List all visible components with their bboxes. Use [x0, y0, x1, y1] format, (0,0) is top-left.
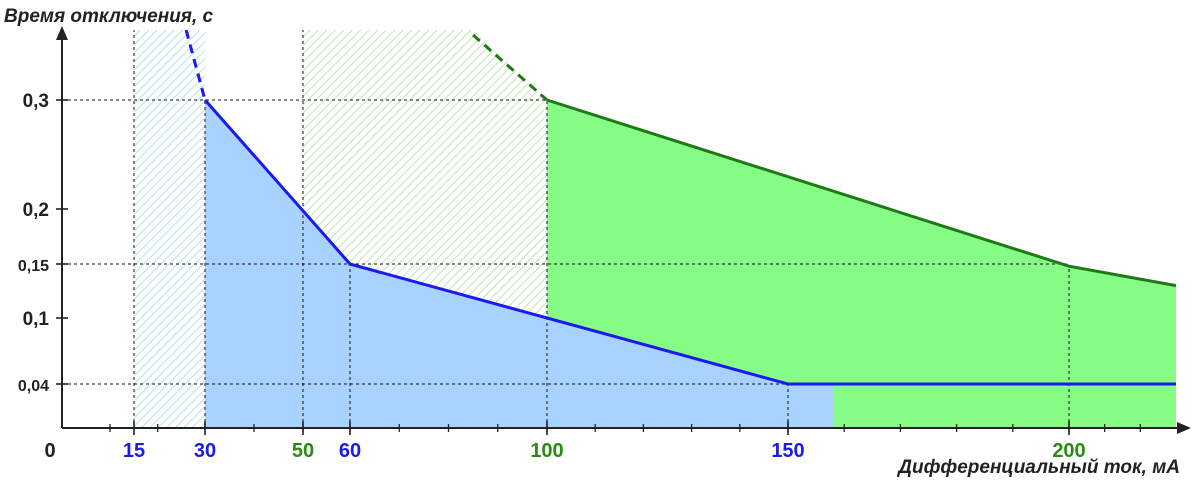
chart-labels: Время отключения, с Дифференциальный ток,… — [4, 6, 1180, 478]
hatch-zone-blue — [134, 30, 205, 428]
blue-dashed-segment — [184, 29, 207, 101]
y-axis-title: Время отключения, с — [4, 6, 214, 27]
y-tick-label-0.3: 0,3 — [23, 91, 49, 112]
y-tick-label-0.1: 0,1 — [23, 309, 50, 330]
x-tick-label-200: 200 — [1052, 440, 1085, 462]
y-axis-arrow — [56, 26, 68, 40]
chart-axes — [56, 26, 1191, 435]
y-tick-label-0.15: 0,15 — [18, 258, 49, 275]
x-origin-label: 0 — [44, 440, 55, 462]
x-tick-label-150: 150 — [771, 440, 804, 462]
x-tick-label-15: 15 — [123, 440, 145, 462]
y-tick-label-0.2: 0,2 — [23, 200, 49, 221]
x-tick-label-30: 30 — [194, 440, 216, 462]
x-tick-label-60: 60 — [339, 440, 361, 462]
chart-fills — [134, 30, 1176, 428]
blue-curve — [203, 99, 1176, 386]
x-tick-label-50: 50 — [292, 440, 314, 462]
x-axis-title: Дифференциальный ток, мА — [896, 457, 1180, 478]
chart-lines — [184, 29, 1177, 386]
green-dashed-segment — [472, 33, 548, 102]
y-tick-label-0.04: 0,04 — [18, 378, 49, 395]
x-axis-arrow — [1177, 422, 1191, 434]
fill-blue-area — [205, 100, 833, 428]
green-curve — [546, 98, 1177, 288]
x-tick-label-100: 100 — [530, 440, 563, 462]
chart-guides — [62, 30, 1070, 428]
